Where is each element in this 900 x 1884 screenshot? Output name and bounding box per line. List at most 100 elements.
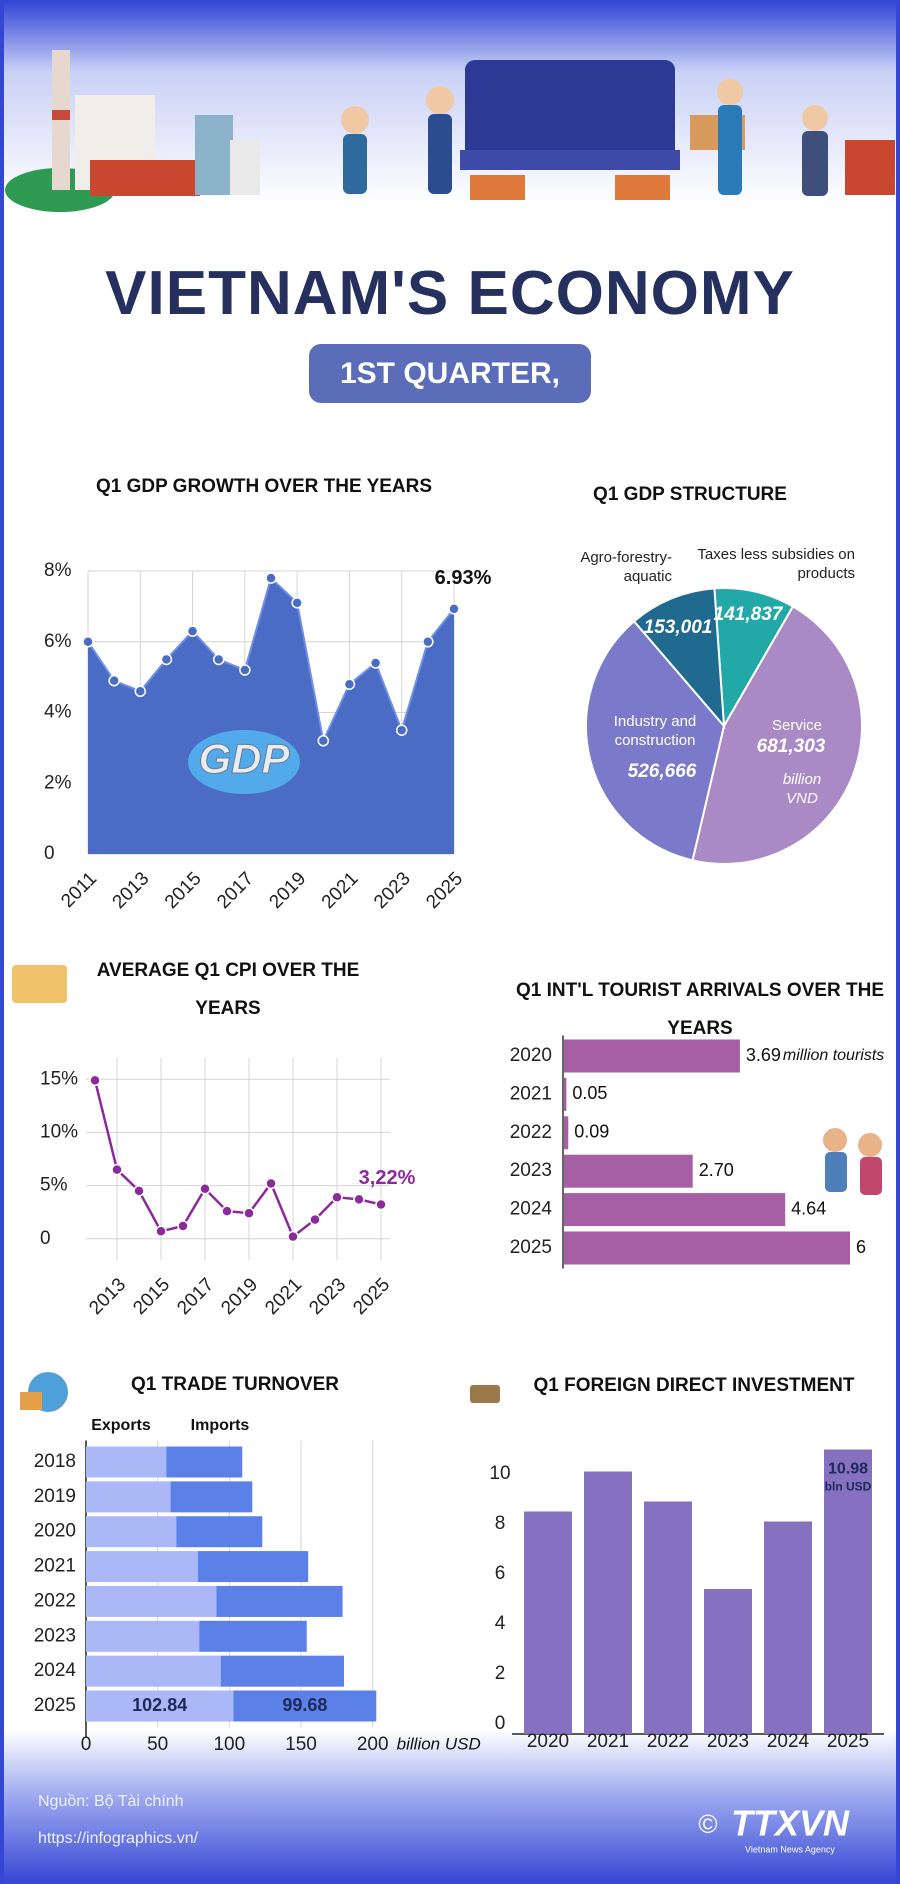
y-tick-label: 2020: [34, 1521, 76, 1542]
conveyor: [460, 150, 680, 170]
tourist-icon-body: [825, 1152, 847, 1192]
chart-title: Q1 INT'L TOURIST ARRIVALS OVER THE YEARS: [515, 980, 884, 1039]
bar-segment: [197, 1551, 309, 1583]
y-tick-label: 8%: [44, 560, 72, 581]
bar: [764, 1521, 812, 1734]
x-tick-label: 2017: [173, 1274, 218, 1319]
pie-value-label: 526,666: [628, 761, 697, 782]
point: [265, 1177, 277, 1190]
y-tick-label: 5%: [40, 1175, 68, 1196]
footer-band: [0, 1730, 900, 1884]
chart-title: AVERAGE Q1 CPI OVER THE YEARS: [96, 960, 360, 1019]
pie-value-label: 153,001: [644, 617, 713, 638]
y-tick-label: 2021: [510, 1083, 552, 1104]
header-illustration: [5, 50, 895, 212]
y-tick-label: 4%: [44, 702, 72, 723]
y-tick-label: 2022: [34, 1590, 76, 1611]
logo-subtitle: Vietnam News Agency: [745, 1844, 835, 1854]
y-tick-label: 2023: [510, 1160, 552, 1181]
y-tick-label: 10%: [40, 1121, 78, 1142]
bar-segment: [176, 1516, 263, 1548]
x-tick-label: 2023: [707, 1731, 749, 1752]
bar: [824, 1449, 872, 1734]
line: [93, 1080, 382, 1239]
worker-body: [343, 134, 367, 194]
y-tick-label: 6%: [44, 631, 72, 652]
value-label: 102.84: [132, 1695, 187, 1715]
machine: [465, 60, 675, 165]
x-tick-label: 2023: [370, 868, 415, 913]
unit-label: million tourists: [783, 1047, 884, 1064]
worker-body: [428, 114, 452, 194]
point: [353, 1193, 365, 1206]
bar-segment: [86, 1481, 171, 1513]
bar-segment: [216, 1585, 343, 1617]
x-tick-label: 2024: [767, 1731, 810, 1752]
x-tick-label: 2015: [129, 1274, 174, 1319]
bar: [704, 1589, 752, 1734]
point: [287, 1230, 299, 1243]
tourist-icon-body: [860, 1157, 882, 1195]
point: [317, 735, 330, 747]
point: [375, 1198, 387, 1211]
y-tick-label: 0: [40, 1228, 51, 1249]
box: [615, 175, 670, 200]
pie-value-label: 681,303: [757, 736, 826, 757]
worker-head: [426, 86, 454, 114]
point: [134, 685, 147, 698]
y-tick-label: 2025: [510, 1237, 552, 1258]
bar-segment: [86, 1585, 217, 1617]
worker-body: [802, 131, 828, 196]
unit-label: bln USD: [825, 1480, 872, 1494]
pie-label: Taxes less subsidies on products: [697, 546, 855, 582]
bar: [564, 1039, 740, 1073]
x-tick-label: 2019: [217, 1274, 262, 1319]
y-tick-label: 15%: [40, 1068, 78, 1089]
point: [243, 1207, 255, 1219]
y-tick-label: 2024: [510, 1199, 553, 1220]
badge-bg: [188, 730, 300, 794]
factory-red: [90, 160, 200, 196]
bar: [644, 1501, 692, 1734]
x-tick-label: 2023: [305, 1274, 350, 1319]
source: Nguồn: Bộ Tài chính: [38, 1793, 184, 1810]
x-tick-label: 2011: [57, 868, 101, 912]
legend-label: Imports: [191, 1417, 250, 1434]
tank: [195, 115, 233, 195]
fdi-icon: [470, 1385, 500, 1403]
chart-title: Q1 FOREIGN DIRECT INVESTMENT: [533, 1375, 855, 1396]
bar-segment: [86, 1690, 234, 1722]
bar: [564, 1231, 850, 1265]
point: [89, 1074, 101, 1087]
worker-head: [341, 106, 369, 134]
point: [395, 724, 408, 736]
point: [291, 597, 303, 609]
x-axis-label: billion USD: [397, 1734, 481, 1753]
point: [212, 653, 225, 666]
y-tick-label: 0: [495, 1713, 506, 1734]
point: [111, 1163, 123, 1176]
y-tick-label: 2%: [44, 772, 72, 793]
left-border: [0, 0, 4, 1884]
bar: [564, 1116, 569, 1150]
tourist-icon: [858, 1133, 882, 1157]
x-tick-label: 2013: [109, 868, 154, 913]
x-tick-label: 2022: [647, 1731, 689, 1752]
y-tick-label: 8: [495, 1513, 506, 1534]
y-tick-label: 2020: [510, 1045, 552, 1066]
point: [186, 625, 199, 637]
bar: [524, 1511, 572, 1734]
y-tick-label: 2018: [34, 1451, 76, 1472]
worker-head: [802, 105, 828, 131]
value-label: 0.05: [572, 1083, 607, 1103]
pie-label: Agro-forestry-aquatic: [580, 549, 672, 585]
x-tick-label: 0: [81, 1734, 92, 1755]
x-tick-label: 2013: [85, 1274, 130, 1319]
x-tick-label: 50: [147, 1734, 168, 1755]
right-border: [896, 0, 900, 1884]
value-label: 4.64: [791, 1198, 826, 1218]
x-tick-label: 2019: [265, 868, 310, 913]
bar-segment: [86, 1516, 177, 1548]
x-tick-label: 2017: [213, 868, 258, 913]
